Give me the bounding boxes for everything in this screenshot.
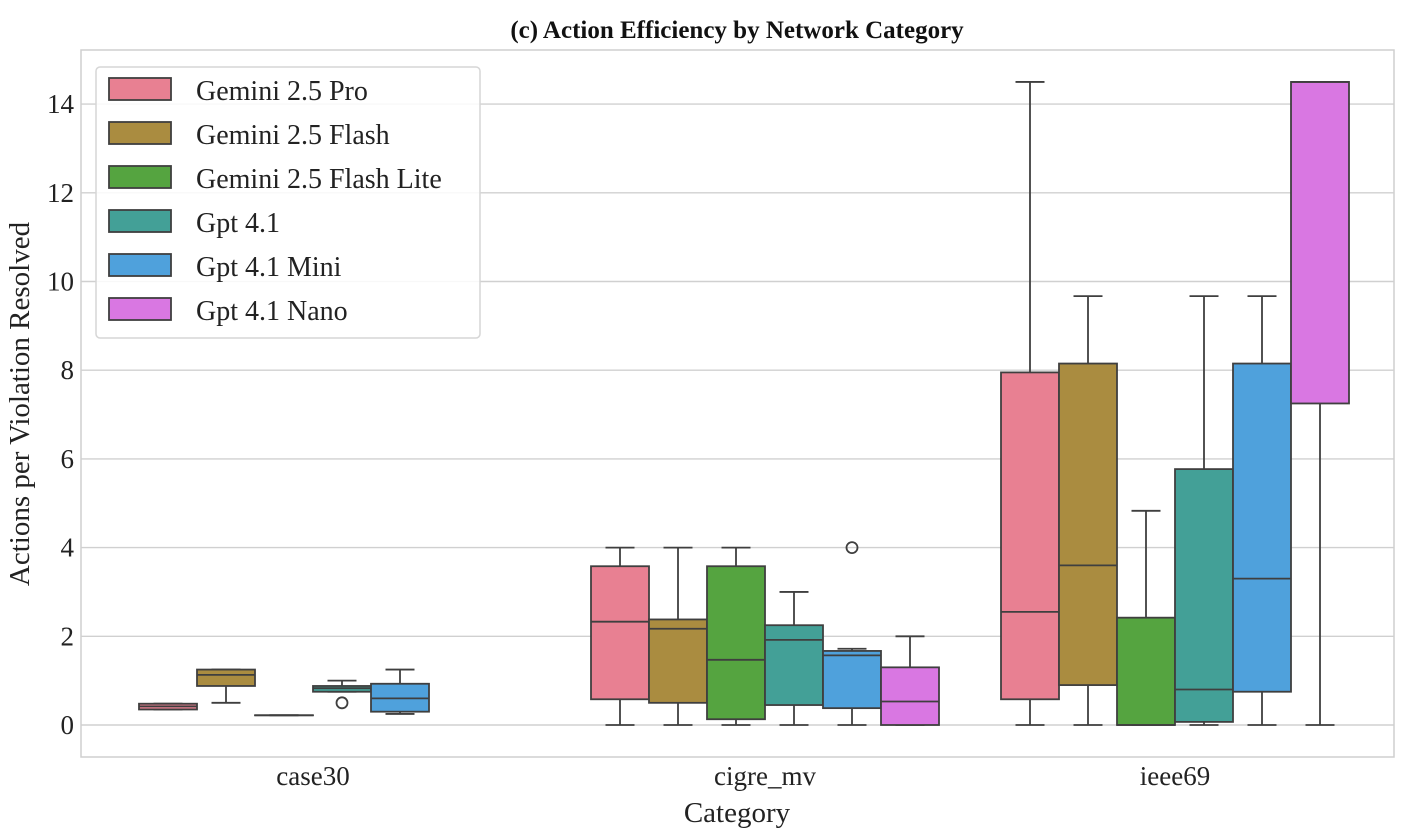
box-body [822,650,882,710]
legend-swatch [108,209,172,233]
legend-swatch [108,253,172,277]
y-tick-labels: 0 2 4 6 8 10 12 14 [47,89,75,740]
legend-label: Gemini 2.5 Flash [196,120,390,151]
y-tick-label: 12 [47,178,74,208]
y-tick-label: 10 [47,267,74,297]
x-tick-label: cigre_mv [714,761,816,791]
box-gpt-4-1-mini-ieee69 [1232,295,1292,726]
y-axis-label: Actions per Violation Resolved [4,221,36,586]
box-body [1290,81,1350,405]
box-gpt-4-1-mini-case30 [370,668,430,715]
outlier-point [845,541,859,554]
legend-item: Gpt 4.1 Nano [108,296,348,327]
legend: Gemini 2.5 Pro Gemini 2.5 Flash Gemini 2.5… [95,66,481,339]
box-gemini-2-5-flash-cigre-mv [648,546,708,726]
y-tick-label: 4 [61,533,75,563]
y-tick-label: 8 [61,355,75,385]
legend-swatch [108,297,172,321]
box-body [1116,616,1176,726]
box-body [764,624,824,706]
box-body [880,666,940,726]
y-tick-label: 14 [47,89,75,119]
x-tick-labels: case30 cigre_mv ieee69 [276,761,1210,791]
box-body [196,668,256,687]
box-gpt-4-1-nano-ieee69 [1290,81,1350,726]
x-axis-label: Category [684,797,791,829]
box-body [590,565,650,701]
box-gemini-2-5-flash-lite-ieee69 [1116,509,1176,726]
box-gemini-2-5-flash-case30 [196,668,256,704]
legend-item: Gemini 2.5 Pro [108,76,368,107]
legend-label: Gpt 4.1 Nano [196,296,348,327]
box-gemini-2-5-pro-case30 [138,702,198,711]
box-body [1232,362,1292,693]
y-tick-label: 0 [61,710,75,740]
box-gemini-2-5-flash-ieee69 [1058,295,1118,726]
box-gpt-4-1-ieee69 [1174,295,1234,726]
legend-item: Gpt 4.1 [108,208,280,239]
legend-label: Gpt 4.1 [196,208,280,239]
legend-swatch [108,165,172,189]
legend-label: Gemini 2.5 Flash Lite [196,164,442,195]
legend-item: Gemini 2.5 Flash Lite [108,164,442,195]
box-body [1058,362,1118,686]
box-gemini-2-5-pro-cigre-mv [590,546,650,726]
x-tick-label: case30 [276,761,349,791]
legend-swatch [108,121,172,145]
box-gemini-2-5-flash-lite-cigre-mv [706,546,766,726]
box-body [1174,468,1234,723]
y-tick-label: 6 [61,444,75,474]
box-body [706,565,766,721]
legend-label: Gpt 4.1 Mini [196,252,342,283]
legend-swatch [108,77,172,101]
box-gpt-4-1-mini-cigre-mv [822,541,882,726]
outlier-point [335,696,349,710]
legend-item: Gpt 4.1 Mini [108,252,342,283]
y-tick-label: 2 [61,621,75,651]
chart-title: (c) Action Efficiency by Network Categor… [510,17,964,44]
x-tick-label: ieee69 [1140,761,1210,791]
box-series [138,81,1350,726]
box-body [1000,371,1060,701]
box-gemini-2-5-pro-ieee69 [1000,81,1060,726]
legend-frame [95,66,481,339]
box-body [648,618,708,704]
legend-item: Gemini 2.5 Flash [108,120,390,151]
legend-label: Gemini 2.5 Pro [196,76,368,107]
box-gpt-4-1-nano-cigre-mv [880,635,940,726]
